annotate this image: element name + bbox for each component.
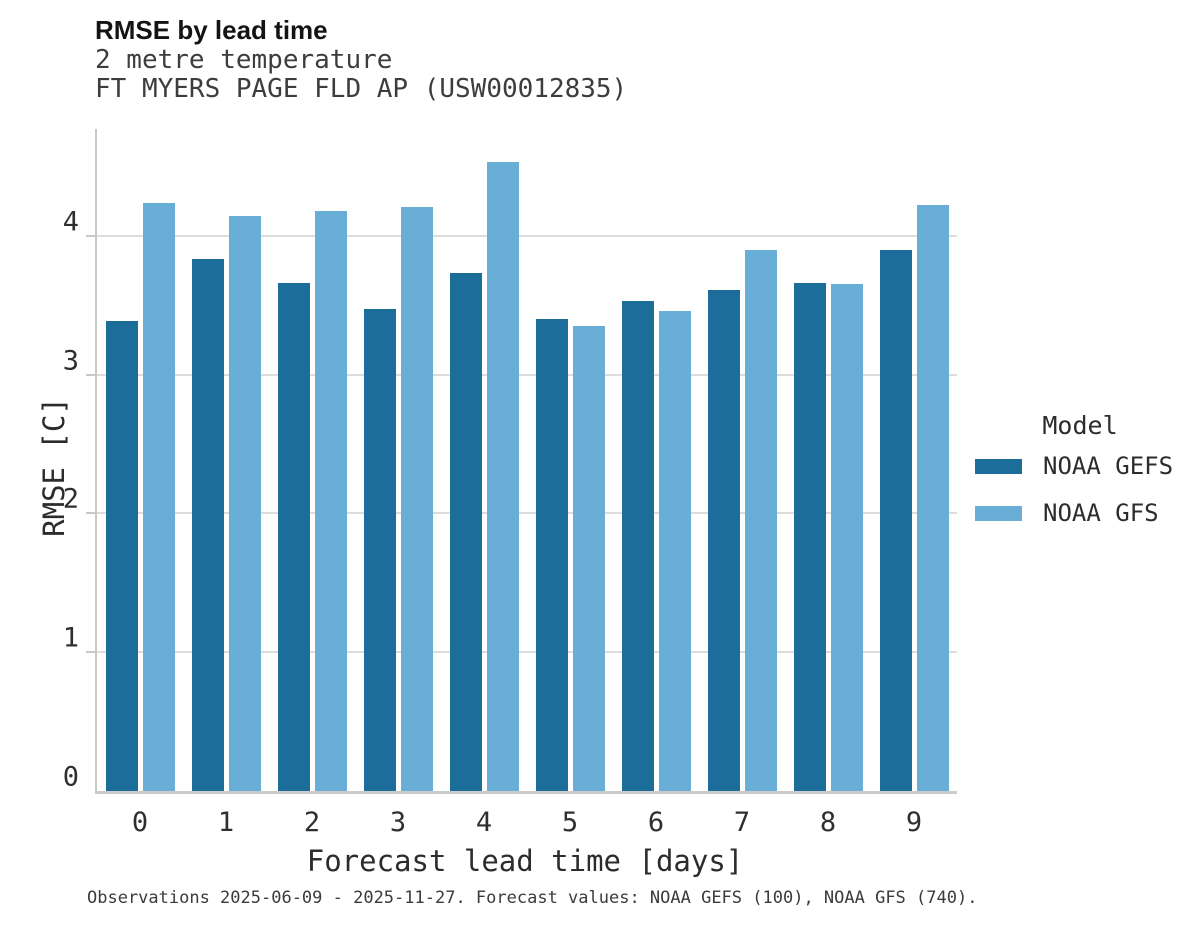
y-tick-mark [86,234,95,237]
y-tick-label-2: 2 [62,483,79,515]
x-tick-label-2: 2 [303,807,321,838]
legend-label: NOAA GEFS [1043,452,1174,480]
bar-noaa-gefs-day-1 [191,259,224,791]
chart-subtitle-variable: 2 metre temperature [95,45,393,75]
bar-noaa-gefs-day-8 [793,283,826,791]
gridline-y-1 [97,651,957,654]
x-tick-label-7: 7 [733,807,751,838]
legend-label: NOAA GFS [1043,499,1159,527]
bar-noaa-gfs-day-1 [228,216,261,791]
legend-item-noaa-gfs: NOAA GFS [975,499,1185,527]
x-tick-label-5: 5 [561,807,579,838]
bar-noaa-gefs-day-9 [879,249,912,791]
bar-noaa-gfs-day-2 [314,210,347,791]
x-tick-label-8: 8 [819,807,837,838]
gridline-y-4 [97,234,957,237]
caption: Observations 2025-06-09 - 2025-11-27. Fo… [87,888,978,908]
legend-swatch-icon [975,505,1022,521]
y-tick-mark [86,651,95,654]
bar-noaa-gfs-day-6 [658,310,691,791]
y-tick-label-3: 3 [62,345,79,377]
bar-noaa-gefs-day-0 [105,320,138,791]
bar-noaa-gfs-day-3 [400,206,433,791]
y-tick-mark [86,512,95,515]
legend-item-noaa-gefs: NOAA GEFS [975,452,1185,480]
x-axis-label: Forecast lead time [days] [306,844,744,878]
y-tick-label-4: 4 [62,206,79,238]
legend-title: Model [1042,411,1118,440]
legend: Model NOAA GEFS NOAA GFS [975,411,1185,546]
gridline-y-3 [97,373,957,376]
x-tick-label-1: 1 [217,807,235,838]
plot-area: 0 1 2 3 4 0 1 2 3 4 5 6 7 8 9 [63,129,957,838]
bar-noaa-gefs-day-7 [707,290,740,791]
chart-subtitle-station: FT MYERS PAGE FLD AP (USW00012835) [95,74,628,104]
bar-noaa-gefs-day-6 [621,301,654,791]
bar-noaa-gfs-day-5 [572,326,605,791]
bar-noaa-gfs-day-9 [916,205,949,791]
legend-swatch-icon [975,458,1022,474]
bar-noaa-gefs-day-4 [449,273,482,791]
y-tick-label-0: 0 [62,761,79,793]
x-tick-label-3: 3 [389,807,407,838]
x-tick-label-6: 6 [647,807,665,838]
bar-noaa-gefs-day-3 [363,309,396,791]
bar-noaa-gfs-day-4 [486,162,519,791]
title-block: RMSE by lead time 2 metre temperature FT… [95,14,627,104]
bar-noaa-gfs-day-8 [830,284,863,791]
legend-items: NOAA GEFS NOAA GFS [975,452,1185,527]
chart-title: RMSE by lead time [95,15,328,45]
x-tick-label-4: 4 [475,807,493,838]
gridline-y-2 [97,512,957,515]
bar-noaa-gefs-day-5 [535,319,568,791]
bar-noaa-gefs-day-2 [277,283,310,791]
x-tick-label-0: 0 [131,807,149,838]
bar-noaa-gfs-day-7 [744,249,777,791]
y-axis-label: RMSE [C] [37,397,71,537]
x-tick-label-9: 9 [905,807,923,838]
y-tick-mark [86,373,95,376]
bar-noaa-gfs-day-0 [142,202,175,791]
y-tick-label-1: 1 [62,622,79,654]
